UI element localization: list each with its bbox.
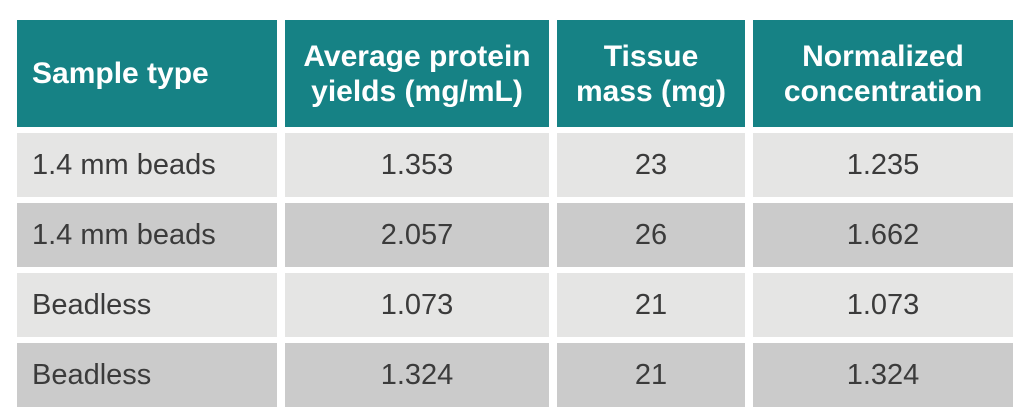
- header-label-tissue-mass: Tissue mass (mg): [575, 39, 727, 108]
- header-cell-normalized-concentration: Normalized concentration: [753, 20, 1013, 127]
- table-cell-tissue-mass: 21: [557, 273, 745, 337]
- table-cell-tissue-mass: 21: [557, 343, 745, 407]
- cell-value: 1.353: [380, 148, 454, 181]
- protein-yields-table: Sample type Average protein yields (mg/m…: [17, 20, 1013, 407]
- cell-value: 1.324: [846, 358, 920, 391]
- table-cell-normalized-concentration: 1.662: [753, 203, 1013, 267]
- cell-value: 1.073: [846, 288, 920, 321]
- cell-value: 1.235: [846, 148, 920, 181]
- header-cell-tissue-mass: Tissue mass (mg): [557, 20, 745, 127]
- table-cell-sample-type: Beadless: [17, 343, 277, 407]
- table-cell-tissue-mass: 23: [557, 133, 745, 197]
- cell-value: 1.324: [380, 358, 454, 391]
- table-cell-avg-protein-yield: 2.057: [285, 203, 549, 267]
- table-cell-sample-type: 1.4 mm beads: [17, 133, 277, 197]
- table-cell-avg-protein-yield: 1.324: [285, 343, 549, 407]
- table-cell-sample-type: Beadless: [17, 273, 277, 337]
- cell-value: 21: [634, 358, 668, 391]
- cell-value: Beadless: [32, 358, 152, 391]
- table-cell-tissue-mass: 26: [557, 203, 745, 267]
- cell-value: 26: [634, 218, 668, 251]
- table-cell-avg-protein-yield: 1.353: [285, 133, 549, 197]
- table-cell-normalized-concentration: 1.073: [753, 273, 1013, 337]
- header-cell-avg-protein-yields: Average protein yields (mg/mL): [285, 20, 549, 127]
- header-label-normalized-concentration: Normalized concentration: [783, 39, 983, 108]
- table-cell-normalized-concentration: 1.324: [753, 343, 1013, 407]
- cell-value: 1.4 mm beads: [32, 218, 216, 251]
- cell-value: 1.073: [380, 288, 454, 321]
- cell-value: 1.662: [846, 218, 920, 251]
- cell-value: 1.4 mm beads: [32, 148, 216, 181]
- table-cell-avg-protein-yield: 1.073: [285, 273, 549, 337]
- header-label-sample-type: Sample type: [32, 57, 209, 90]
- table-cell-sample-type: 1.4 mm beads: [17, 203, 277, 267]
- table-cell-normalized-concentration: 1.235: [753, 133, 1013, 197]
- cell-value: Beadless: [32, 288, 152, 321]
- header-label-avg-protein-yields: Average protein yields (mg/mL): [303, 39, 531, 108]
- cell-value: 23: [634, 148, 668, 181]
- cell-value: 2.057: [380, 218, 454, 251]
- cell-value: 21: [634, 288, 668, 321]
- header-cell-sample-type: Sample type: [17, 20, 277, 127]
